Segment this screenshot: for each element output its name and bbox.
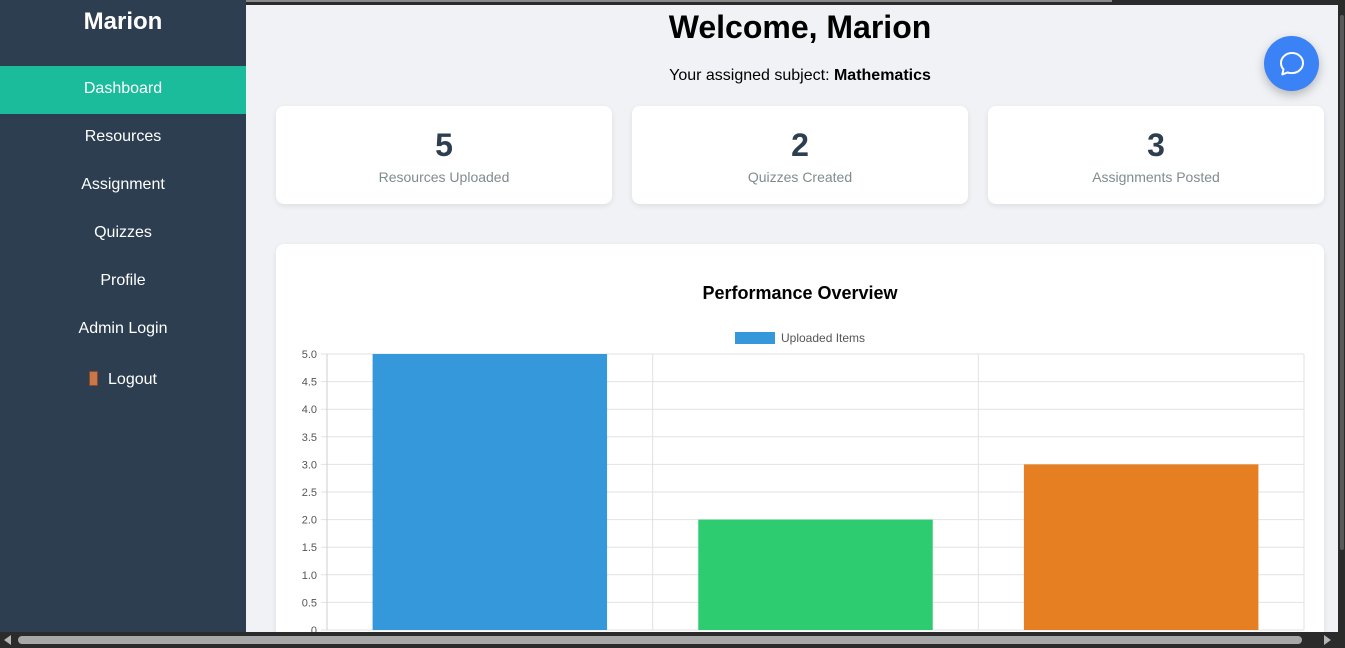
chart-bar[interactable]	[1023, 464, 1259, 630]
chart-bar[interactable]	[698, 519, 933, 630]
logout-label: Logout	[108, 371, 157, 388]
sidebar-item-resources[interactable]: Resources	[84, 128, 162, 145]
stat-card-resources: 5 Resources Uploaded	[276, 106, 612, 204]
chart-title: Performance Overview	[702, 283, 898, 303]
sidebar-item-admin-login[interactable]: Admin Login	[78, 320, 168, 337]
assigned-subject: Your assigned subject: Mathematics	[246, 67, 1338, 85]
legend-label[interactable]: Uploaded Items	[781, 331, 865, 345]
stat-value: 5	[435, 127, 453, 163]
stat-label: Resources Uploaded	[378, 169, 510, 185]
chat-button[interactable]	[1264, 36, 1319, 91]
door-icon	[89, 371, 99, 386]
vertical-scrollbar[interactable]	[1338, 5, 1345, 632]
sidebar: Marion Dashboard Resources Assignment Qu…	[0, 0, 246, 632]
stat-card-assignments: 3 Assignments Posted	[988, 106, 1324, 204]
chat-icon	[1279, 51, 1304, 75]
legend-swatch	[735, 332, 775, 344]
stat-value: 2	[791, 127, 809, 163]
sidebar-item-assignment[interactable]: Assignment	[81, 176, 165, 193]
sidebar-item-dashboard[interactable]: Dashboard	[0, 66, 246, 114]
y-tick-label: 3.0	[302, 459, 317, 471]
sidebar-item-profile[interactable]: Profile	[100, 272, 146, 289]
y-tick-label: 2.0	[302, 515, 317, 527]
y-tick-label: 4.0	[302, 404, 317, 416]
scroll-right-arrow-icon[interactable]	[1324, 635, 1331, 645]
y-tick-label: 1.5	[302, 542, 317, 554]
horizontal-scroll-thumb[interactable]	[18, 636, 1302, 644]
stat-label: Quizzes Created	[747, 169, 853, 185]
y-tick-label: 0	[311, 625, 317, 632]
horizontal-scrollbar[interactable]	[0, 632, 1345, 648]
y-tick-label: 1.0	[302, 570, 317, 582]
y-tick-label: 3.5	[302, 432, 317, 444]
welcome-heading: Welcome, Marion	[668, 9, 932, 45]
sidebar-nav: Dashboard Resources Assignment Quizzes P…	[0, 66, 246, 405]
y-tick-label: 0.5	[302, 597, 317, 609]
scroll-left-arrow-icon[interactable]	[4, 635, 11, 645]
y-tick-label: 4.5	[302, 377, 317, 389]
subject-name: Mathematics	[833, 67, 931, 84]
sidebar-item-logout[interactable]: Logout	[0, 357, 246, 405]
main-content: Welcome, Marion Your assigned subject: M…	[246, 5, 1338, 632]
chart-bar[interactable]	[372, 354, 608, 630]
window-strip	[0, 0, 1112, 2]
vertical-scroll-thumb[interactable]	[1340, 15, 1344, 550]
stat-card-quizzes: 2 Quizzes Created	[632, 106, 968, 204]
stat-label: Assignments Posted	[1092, 169, 1220, 185]
sidebar-item-quizzes[interactable]: Quizzes	[94, 224, 152, 241]
subject-prefix: Your assigned subject:	[669, 67, 830, 84]
y-tick-label: 2.5	[302, 487, 317, 499]
window-top-bar	[0, 0, 1345, 5]
y-tick-label: 5.0	[302, 349, 317, 361]
stat-value: 3	[1147, 127, 1165, 163]
brand-name: Marion	[83, 8, 163, 35]
performance-chart-card: Performance Overview Uploaded Items 5.0 4…	[276, 244, 1324, 632]
performance-chart: Performance Overview Uploaded Items 5.0 4…	[302, 283, 1305, 632]
